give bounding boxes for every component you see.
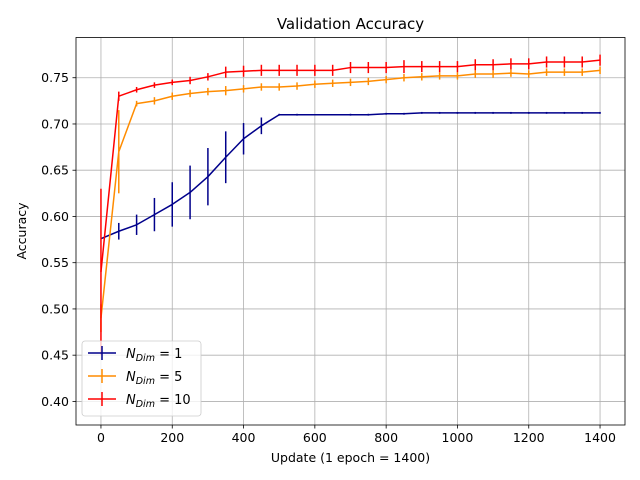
x-tick-label: 1000 (442, 430, 474, 445)
series-layer (100, 54, 601, 356)
y-tick-label: 0.70 (41, 116, 69, 131)
legend-label: NDim = 1 (126, 347, 182, 364)
y-tick-label: 0.55 (41, 255, 69, 270)
x-tick-label: 400 (232, 430, 256, 445)
y-tick-label: 0.45 (41, 348, 69, 363)
y-tick-label: 0.75 (41, 70, 69, 85)
legend-box (81, 340, 202, 417)
plot-frame (75, 37, 626, 426)
y-tick-label: 0.50 (41, 301, 69, 316)
legend-item: NDim = 5 (88, 369, 182, 387)
legend-label: NDim = 10 (126, 393, 191, 410)
legend-item: NDim = 10 (88, 392, 191, 410)
legend: NDim = 1 NDim = 5 NDim = 10 (81, 340, 202, 417)
legend-item: NDim = 1 (88, 346, 182, 364)
x-tick-label: 1400 (584, 430, 616, 445)
y-axis: 0.40 0.45 0.50 0.55 0.60 0.65 0.70 0.75 (41, 70, 76, 409)
chart-title: Validation Accuracy (277, 15, 424, 33)
legend-label: NDim = 5 (126, 370, 182, 387)
series-1 (100, 111, 601, 240)
x-tick-label: 800 (374, 430, 398, 445)
x-tick-label: 0 (97, 430, 105, 445)
x-axis-label: Update (1 epoch = 1400) (271, 450, 430, 465)
series-3 (100, 54, 601, 356)
y-tick-label: 0.40 (41, 394, 69, 409)
y-tick-label: 0.60 (41, 209, 69, 224)
x-axis: 0 200 400 600 800 1000 1200 1400 (97, 425, 616, 445)
grid (76, 37, 625, 425)
x-tick-label: 200 (160, 430, 184, 445)
x-tick-label: 600 (303, 430, 327, 445)
y-axis-label: Accuracy (14, 202, 29, 260)
y-tick-label: 0.65 (41, 163, 69, 178)
x-tick-label: 1200 (513, 430, 545, 445)
